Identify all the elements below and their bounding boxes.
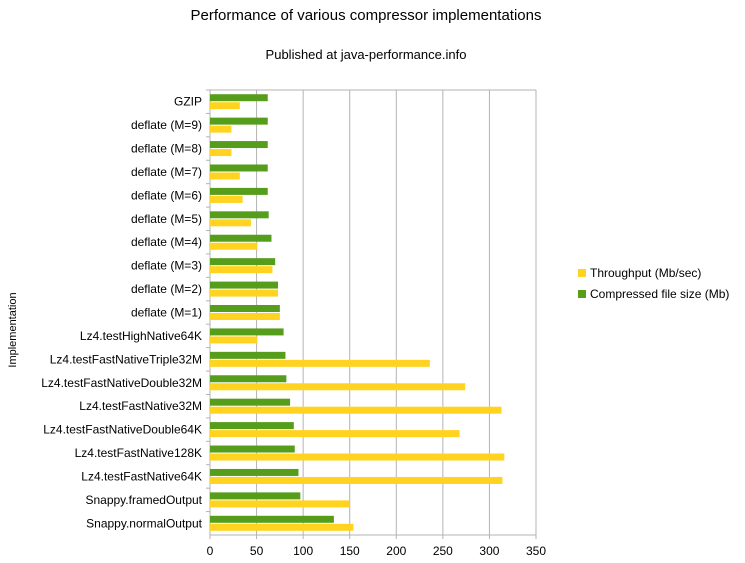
category-label: deflate (M=7) (131, 165, 202, 179)
category-label: Lz4.testFastNativeDouble64K (43, 423, 202, 437)
category-label: Lz4.testFastNative64K (81, 469, 202, 483)
category-label: Snappy.framedOutput (85, 493, 202, 507)
bar-throughput (210, 125, 232, 133)
x-tick-label: 300 (479, 544, 499, 558)
legend-swatch-throughput (578, 269, 586, 277)
bar-compressed-size (210, 234, 272, 242)
category-label: Snappy.normalOutput (86, 516, 203, 530)
bar-throughput (210, 359, 430, 367)
category-label: Lz4.testFastNativeTriple32M (50, 352, 202, 366)
legend-item-throughput: Throughput (Mb/sec) (578, 266, 701, 280)
x-tick-label: 200 (386, 544, 406, 558)
category-label: deflate (M=5) (131, 212, 202, 226)
category-label: Lz4.testFastNative32M (79, 399, 202, 413)
bar-compressed-size (210, 445, 295, 453)
x-tick-label: 150 (340, 544, 360, 558)
bar-compressed-size (210, 375, 287, 383)
bar-compressed-size (210, 305, 280, 312)
legend-label-compressed-size: Compressed file size (Mb) (590, 287, 730, 301)
chart-subtitle: Published at java-performance.info (265, 47, 467, 62)
chart-title: Performance of various compressor implem… (190, 7, 542, 24)
bar-throughput (210, 430, 460, 438)
bar-compressed-size (210, 164, 268, 172)
bar-throughput (210, 242, 258, 250)
bar-compressed-size (210, 422, 294, 430)
bar-throughput (210, 383, 466, 391)
bar-throughput (210, 195, 243, 203)
bar-compressed-size (210, 468, 299, 476)
legend-item-compressed-size: Compressed file size (Mb) (578, 287, 729, 301)
category-label: Lz4.testFastNative128K (75, 446, 202, 460)
x-tick-label: 0 (207, 544, 214, 558)
bar-throughput (210, 336, 258, 344)
bar-compressed-size (210, 281, 278, 289)
bar-compressed-size (210, 187, 268, 195)
bar-compressed-size (210, 351, 286, 359)
category-label: deflate (M=4) (131, 235, 202, 249)
x-tick-label: 350 (526, 544, 546, 558)
category-label: Lz4.testFastNativeDouble32M (41, 376, 202, 390)
bar-compressed-size (210, 492, 301, 500)
bar-throughput (210, 453, 505, 461)
bar-throughput (210, 289, 278, 297)
bar-throughput (210, 523, 354, 531)
bar-throughput (210, 406, 502, 414)
legend-swatch-compressed-size (578, 290, 586, 298)
category-label: deflate (M=8) (131, 142, 202, 156)
bar-compressed-size (210, 328, 284, 336)
category-label: Lz4.testHighNative64K (80, 329, 202, 343)
bar-compressed-size (210, 515, 334, 523)
bar-compressed-size (210, 117, 268, 125)
bar-throughput (210, 149, 232, 157)
category-label: deflate (M=6) (131, 188, 202, 202)
category-label: deflate (M=1) (131, 306, 202, 320)
bar-throughput (210, 219, 251, 227)
x-tick-label: 250 (433, 544, 453, 558)
category-label: deflate (M=9) (131, 118, 202, 132)
bar-compressed-size (210, 141, 268, 149)
bar-compressed-size (210, 258, 276, 266)
bar-throughput (210, 266, 273, 274)
bar-compressed-size (210, 211, 269, 219)
x-tick-label: 50 (250, 544, 264, 558)
bar-throughput (210, 172, 240, 180)
plot-area (210, 90, 536, 535)
bar-throughput (210, 313, 280, 320)
bar-throughput (210, 476, 503, 484)
bar-throughput (210, 102, 240, 110)
category-label: deflate (M=2) (131, 282, 202, 296)
legend-label-throughput: Throughput (Mb/sec) (590, 266, 702, 280)
category-label: GZIP (174, 95, 202, 109)
bar-throughput (210, 500, 350, 508)
x-tick-label: 100 (293, 544, 313, 558)
bar-compressed-size (210, 398, 291, 406)
bar-compressed-size (210, 94, 268, 102)
category-label: deflate (M=3) (131, 259, 202, 273)
